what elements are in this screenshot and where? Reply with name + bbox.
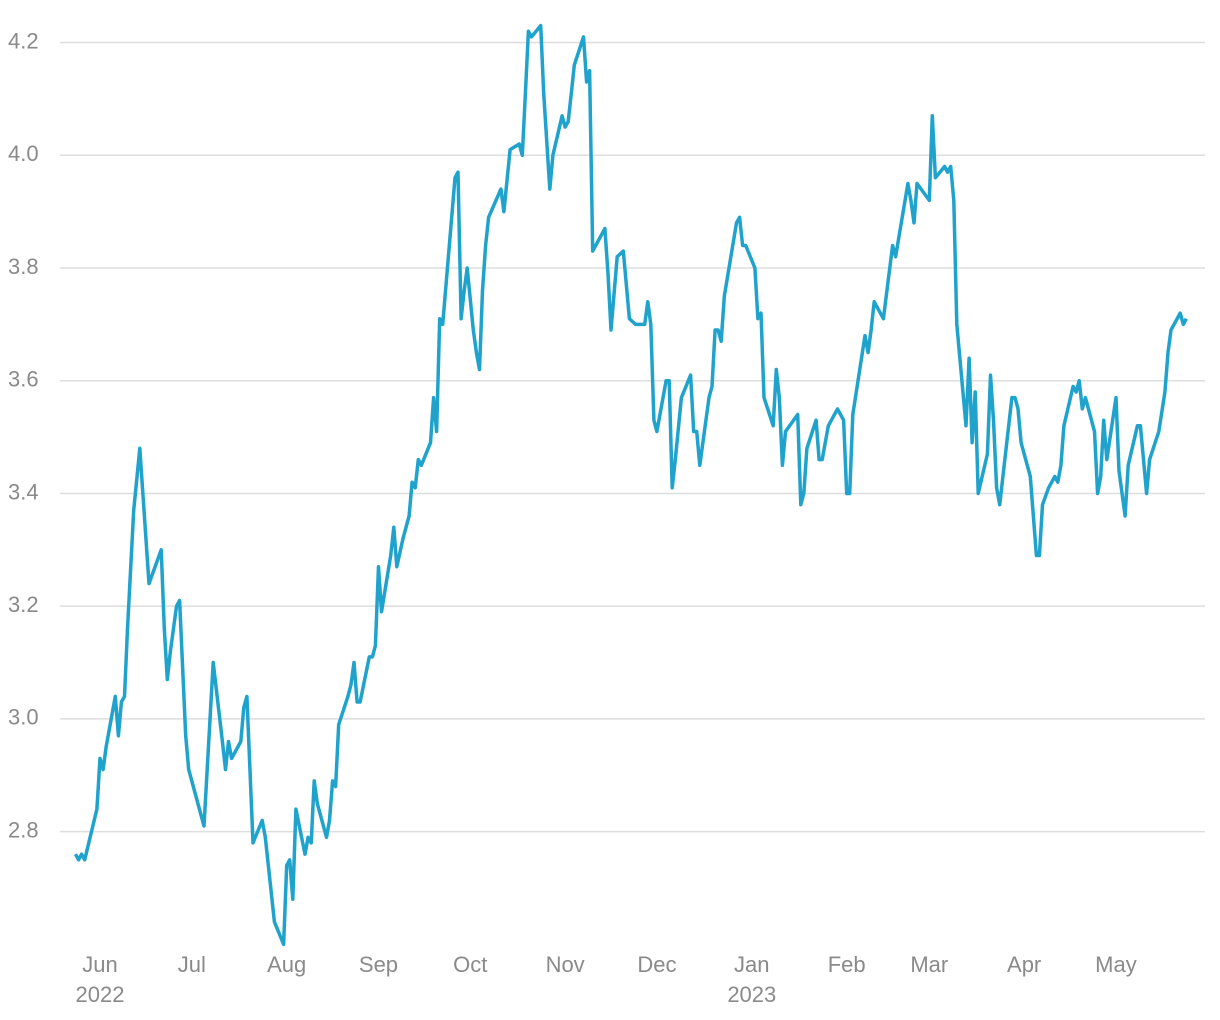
y-tick-label: 4.0 [8, 141, 39, 166]
y-tick-label: 3.2 [8, 592, 39, 617]
x-tick-label: Aug [267, 952, 306, 977]
y-tick-label: 3.4 [8, 479, 39, 504]
y-tick-label: 3.0 [8, 705, 39, 730]
y-tick-label: 3.8 [8, 254, 39, 279]
x-tick-label: Mar [910, 952, 948, 977]
y-tick-label: 4.2 [8, 28, 39, 53]
x-tick-label: Dec [637, 952, 676, 977]
x-tick-label: Nov [546, 952, 585, 977]
x-tick-label: Jul [178, 952, 206, 977]
x-tick-label: Apr [1007, 952, 1041, 977]
x-tick-label: May [1095, 952, 1137, 977]
x-tick-label: Jun [82, 952, 117, 977]
y-tick-label: 2.8 [8, 817, 39, 842]
x-year-label: 2022 [76, 982, 125, 1007]
y-tick-label: 3.6 [8, 367, 39, 392]
x-tick-label: Sep [359, 952, 398, 977]
x-tick-label: Oct [453, 952, 487, 977]
line [73, 23, 1188, 947]
x-tick-label: Feb [828, 952, 866, 977]
x-year-label: 2023 [727, 982, 776, 1007]
x-tick-label: Jan [734, 952, 769, 977]
